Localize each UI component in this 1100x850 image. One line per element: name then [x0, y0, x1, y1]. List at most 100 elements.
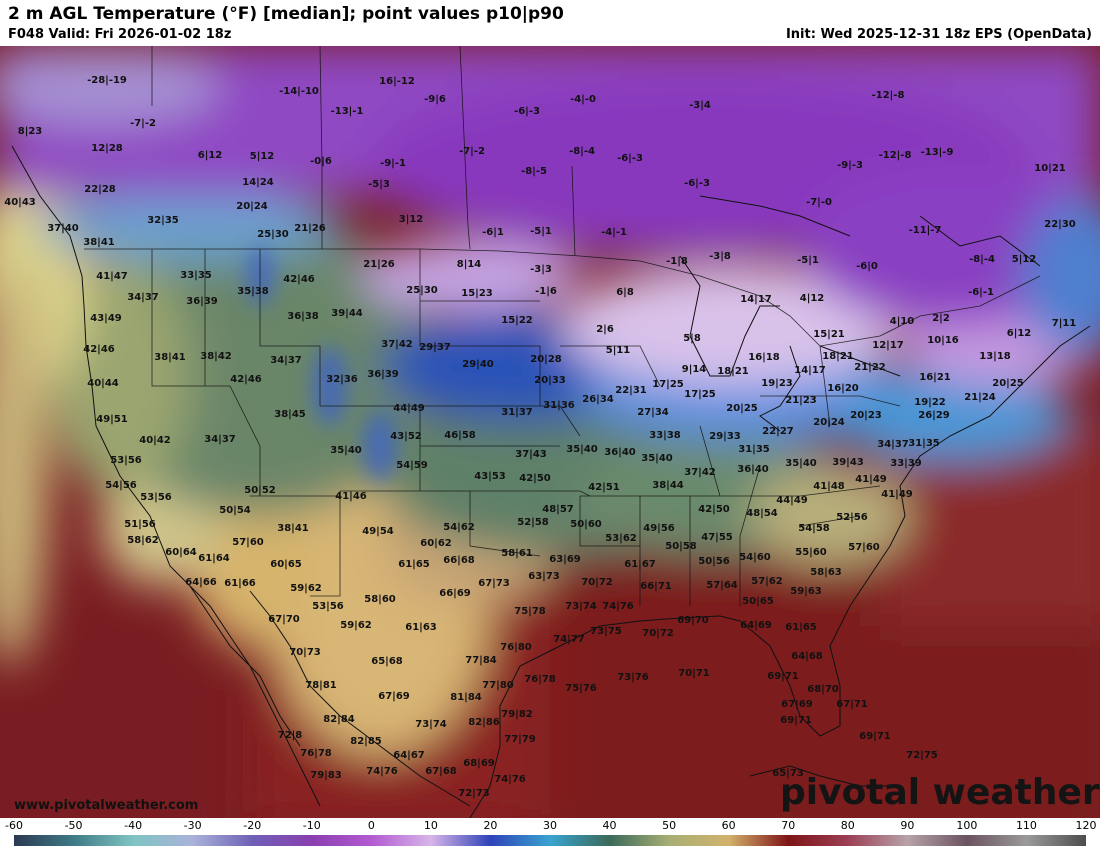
point-value: 25|30 [406, 285, 438, 296]
point-value: 77|84 [465, 655, 497, 666]
point-value: 36|40 [737, 464, 769, 475]
point-value: 34|37 [127, 292, 159, 303]
point-value: 38|45 [274, 409, 306, 420]
point-value: 48|57 [542, 504, 574, 515]
point-value: 54|60 [739, 552, 771, 563]
point-value: 54|62 [443, 522, 475, 533]
point-value: 27|34 [637, 407, 669, 418]
point-value: -28|-19 [87, 75, 127, 86]
point-value: 38|41 [154, 352, 186, 363]
temperature-map[interactable]: -28|-19 16|-12 -14|-10 -9|6 -4|-0 -3|4 -12|-8-… [0, 46, 1100, 818]
point-value: 58|60 [364, 594, 396, 605]
point-value: 64|66 [185, 577, 217, 588]
colorbar-tick-label: -60 [5, 819, 23, 832]
point-value: 78|81 [305, 680, 337, 691]
point-value: 60|64 [165, 547, 197, 558]
point-value: 17|25 [652, 379, 684, 390]
point-value: 43|52 [390, 431, 422, 442]
point-value: -5|3 [368, 179, 390, 190]
point-value: 42|46 [83, 344, 115, 355]
point-value: 61|65 [398, 559, 430, 570]
point-value: 54|58 [798, 523, 830, 534]
point-value: -9|-3 [837, 160, 863, 171]
colorbar: -60 -50 -40 -30 -20 -10 0 10 20 30 40 50 60 70 80 90 100… [0, 818, 1100, 850]
point-value: 34|37 [270, 355, 302, 366]
boundary-lines [84, 46, 1041, 606]
point-value: -8|-4 [969, 254, 995, 265]
point-value: 20|25 [992, 378, 1024, 389]
point-value: 15|23 [461, 288, 493, 299]
point-value: -9|-1 [380, 158, 406, 169]
colorbar-tick-label: 70 [781, 819, 796, 832]
point-value: 16|21 [919, 372, 951, 383]
point-value: 33|39 [890, 458, 922, 469]
point-value: 68|69 [463, 758, 495, 769]
point-value: 35|38 [237, 286, 269, 297]
point-value: 64|68 [791, 651, 823, 662]
colorbar-tick-label: 0 [367, 819, 375, 832]
point-value: 53|62 [605, 533, 637, 544]
point-value: 21|23 [785, 395, 817, 406]
point-value: -0|6 [310, 156, 332, 167]
point-value: 5|12 [249, 151, 275, 162]
point-value: 79|83 [310, 770, 342, 781]
website-url[interactable]: www.pivotalweather.com [14, 798, 199, 813]
point-value: 50|56 [698, 556, 730, 567]
map-title: 2 m AGL Temperature (°F) [median]; point… [8, 4, 564, 24]
point-value: 43|53 [474, 471, 506, 482]
point-value: 73|76 [617, 672, 649, 683]
point-value: -9|6 [424, 94, 446, 105]
point-value: 69|71 [767, 671, 799, 682]
point-value: 67|71 [836, 699, 868, 710]
point-value: 50|52 [244, 485, 276, 496]
point-value: 60|65 [270, 559, 302, 570]
point-value: 76|80 [500, 642, 532, 653]
point-value: 77|79 [504, 734, 536, 745]
point-value: 10|16 [927, 335, 959, 346]
point-value: 41|47 [96, 271, 128, 282]
point-value: 67|68 [425, 766, 457, 777]
point-value: 82|85 [350, 736, 382, 747]
point-value: 44|49 [776, 495, 808, 506]
point-value: 82|84 [323, 714, 355, 725]
point-value: 57|64 [706, 580, 738, 591]
point-value: 20|24 [813, 417, 845, 428]
point-value: 21|24 [964, 392, 996, 403]
point-value: 49|54 [362, 526, 394, 537]
colorbar-tick-label: 120 [1075, 819, 1097, 832]
colorbar-tick-label: 10 [423, 819, 438, 832]
point-value: 73|74 [565, 601, 597, 612]
point-value: 14|24 [242, 177, 274, 188]
point-value: -6|-3 [617, 153, 643, 164]
colorbar-tick-label: 40 [602, 819, 617, 832]
init-time-label: Init: Wed 2025-12-31 18z EPS (OpenData) [785, 27, 1092, 42]
point-value: 79|82 [501, 709, 533, 720]
point-value: 42|46 [283, 274, 315, 285]
point-value: 12|28 [91, 143, 123, 154]
point-value: 38|41 [277, 523, 309, 534]
point-value: 29|33 [709, 431, 741, 442]
point-value: -6|-3 [514, 106, 540, 117]
point-value: 33|35 [180, 270, 212, 281]
point-value: -7|-2 [130, 118, 156, 129]
point-value: -3|8 [709, 251, 731, 262]
point-value: 32|35 [147, 215, 179, 226]
point-value: 41|49 [881, 489, 913, 500]
point-value: 36|38 [287, 311, 319, 322]
point-value: 61|65 [785, 622, 817, 633]
point-value: 34|37 [877, 439, 909, 450]
point-value: 69|71 [859, 731, 891, 742]
colorbar-tick-label: -50 [64, 819, 83, 832]
colorbar-tick-label: 80 [840, 819, 855, 832]
point-value: 47|55 [701, 532, 733, 543]
point-value: 19|22 [914, 397, 946, 408]
point-value: 73|75 [590, 626, 622, 637]
point-value: 20|33 [534, 375, 566, 386]
point-value: 9|14 [681, 364, 707, 375]
point-value: 72|75 [906, 750, 938, 761]
point-value: 53|56 [312, 601, 344, 612]
point-value: -4|-0 [570, 94, 596, 105]
colorbar-tick-label: -40 [124, 819, 143, 832]
valid-time-label: F048 Valid: Fri 2026-01-02 18z [8, 27, 232, 42]
header: 2 m AGL Temperature (°F) [median]; point… [0, 0, 1100, 46]
